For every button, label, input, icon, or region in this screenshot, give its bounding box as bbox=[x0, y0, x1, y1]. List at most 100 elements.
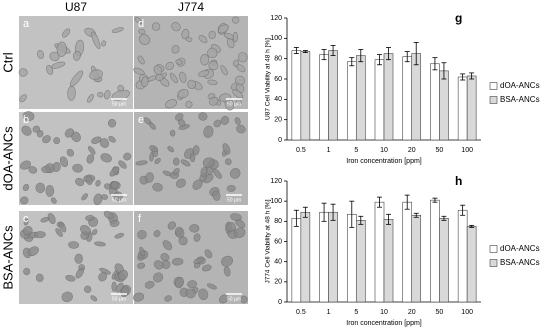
cell bbox=[232, 89, 244, 99]
legend-swatch bbox=[489, 82, 498, 90]
cell bbox=[138, 28, 146, 35]
x-tick-label: 10 bbox=[380, 309, 388, 316]
cell bbox=[91, 229, 98, 236]
cell bbox=[74, 253, 83, 264]
x-tick-label: 100 bbox=[461, 309, 473, 316]
cell bbox=[151, 22, 161, 31]
cell bbox=[137, 262, 146, 269]
cell bbox=[207, 47, 218, 59]
error-bar bbox=[349, 57, 355, 67]
cell bbox=[217, 24, 229, 34]
cell bbox=[237, 52, 248, 63]
cell bbox=[185, 36, 193, 42]
cell bbox=[198, 70, 210, 77]
cell bbox=[160, 253, 170, 262]
cell bbox=[185, 288, 196, 299]
panel-letter: e bbox=[138, 114, 144, 126]
cell bbox=[181, 28, 190, 40]
column-header: J774 bbox=[178, 0, 204, 14]
y-tick-label: 20 bbox=[274, 279, 282, 286]
cell bbox=[218, 294, 229, 304]
cell bbox=[172, 167, 180, 176]
cell bbox=[154, 158, 161, 165]
cell bbox=[208, 30, 216, 40]
cell bbox=[230, 213, 242, 221]
cell bbox=[226, 222, 236, 232]
x-tick-label: 1 bbox=[327, 309, 331, 316]
error-bar bbox=[413, 212, 419, 218]
bar bbox=[319, 211, 329, 303]
cell bbox=[219, 93, 232, 103]
cell bbox=[56, 41, 67, 57]
error-bar bbox=[460, 73, 466, 81]
row-label: Ctrl bbox=[0, 52, 15, 72]
scale-bar-label: 50 µm bbox=[227, 296, 241, 302]
x-tick-label: 5 bbox=[354, 309, 358, 316]
cell bbox=[167, 221, 176, 230]
cell bbox=[133, 67, 145, 76]
bar bbox=[439, 218, 449, 303]
cell bbox=[153, 65, 163, 75]
error-bar bbox=[321, 202, 327, 222]
cell bbox=[72, 163, 83, 173]
cell bbox=[28, 166, 38, 174]
cell bbox=[209, 96, 219, 106]
cell bbox=[141, 76, 149, 87]
cell bbox=[42, 135, 51, 144]
cell bbox=[114, 232, 125, 239]
cell bbox=[65, 274, 76, 282]
panel-letter: c bbox=[23, 213, 29, 225]
cell bbox=[169, 129, 176, 137]
cell bbox=[204, 249, 213, 259]
error-bar bbox=[404, 194, 410, 210]
cell bbox=[174, 226, 185, 239]
cell bbox=[59, 156, 69, 168]
cell bbox=[171, 45, 180, 54]
cell bbox=[75, 268, 84, 279]
legend-label: BSA-ANCs bbox=[500, 258, 540, 267]
cell bbox=[58, 221, 67, 233]
cell bbox=[45, 185, 55, 197]
cell bbox=[137, 230, 147, 240]
error-bar bbox=[302, 206, 308, 218]
cell bbox=[113, 191, 123, 202]
cell bbox=[212, 190, 221, 201]
cell bbox=[66, 148, 75, 157]
cell bbox=[175, 113, 184, 121]
cell bbox=[84, 285, 92, 293]
cell bbox=[144, 280, 155, 289]
error-bar bbox=[469, 224, 475, 228]
micrograph: c 50 µm bbox=[19, 210, 133, 304]
bar bbox=[457, 76, 468, 141]
cell bbox=[89, 69, 103, 80]
cell bbox=[162, 170, 172, 177]
cell bbox=[206, 283, 217, 290]
panel-letter: g bbox=[455, 11, 462, 25]
cell bbox=[85, 175, 93, 185]
cell bbox=[225, 158, 232, 166]
cell bbox=[91, 31, 101, 49]
cell bbox=[27, 246, 39, 257]
cell bbox=[200, 166, 208, 177]
cell bbox=[198, 35, 208, 44]
cell bbox=[138, 34, 151, 45]
cell bbox=[93, 193, 103, 206]
cell bbox=[221, 255, 233, 267]
y-tick-label: 80 bbox=[274, 218, 282, 225]
cell bbox=[220, 115, 230, 125]
bar bbox=[374, 201, 385, 303]
cell bbox=[123, 152, 132, 161]
cell bbox=[109, 219, 120, 227]
micrograph-background bbox=[134, 16, 248, 109]
cell bbox=[75, 177, 85, 187]
error-bar bbox=[358, 49, 364, 63]
error-bar bbox=[441, 215, 447, 221]
error-bar bbox=[349, 200, 355, 228]
y-tick-label: 100 bbox=[270, 35, 282, 42]
cell bbox=[22, 111, 35, 122]
error-bar bbox=[441, 62, 447, 80]
cell bbox=[171, 22, 181, 32]
bar bbox=[402, 56, 413, 141]
cell bbox=[213, 168, 222, 179]
